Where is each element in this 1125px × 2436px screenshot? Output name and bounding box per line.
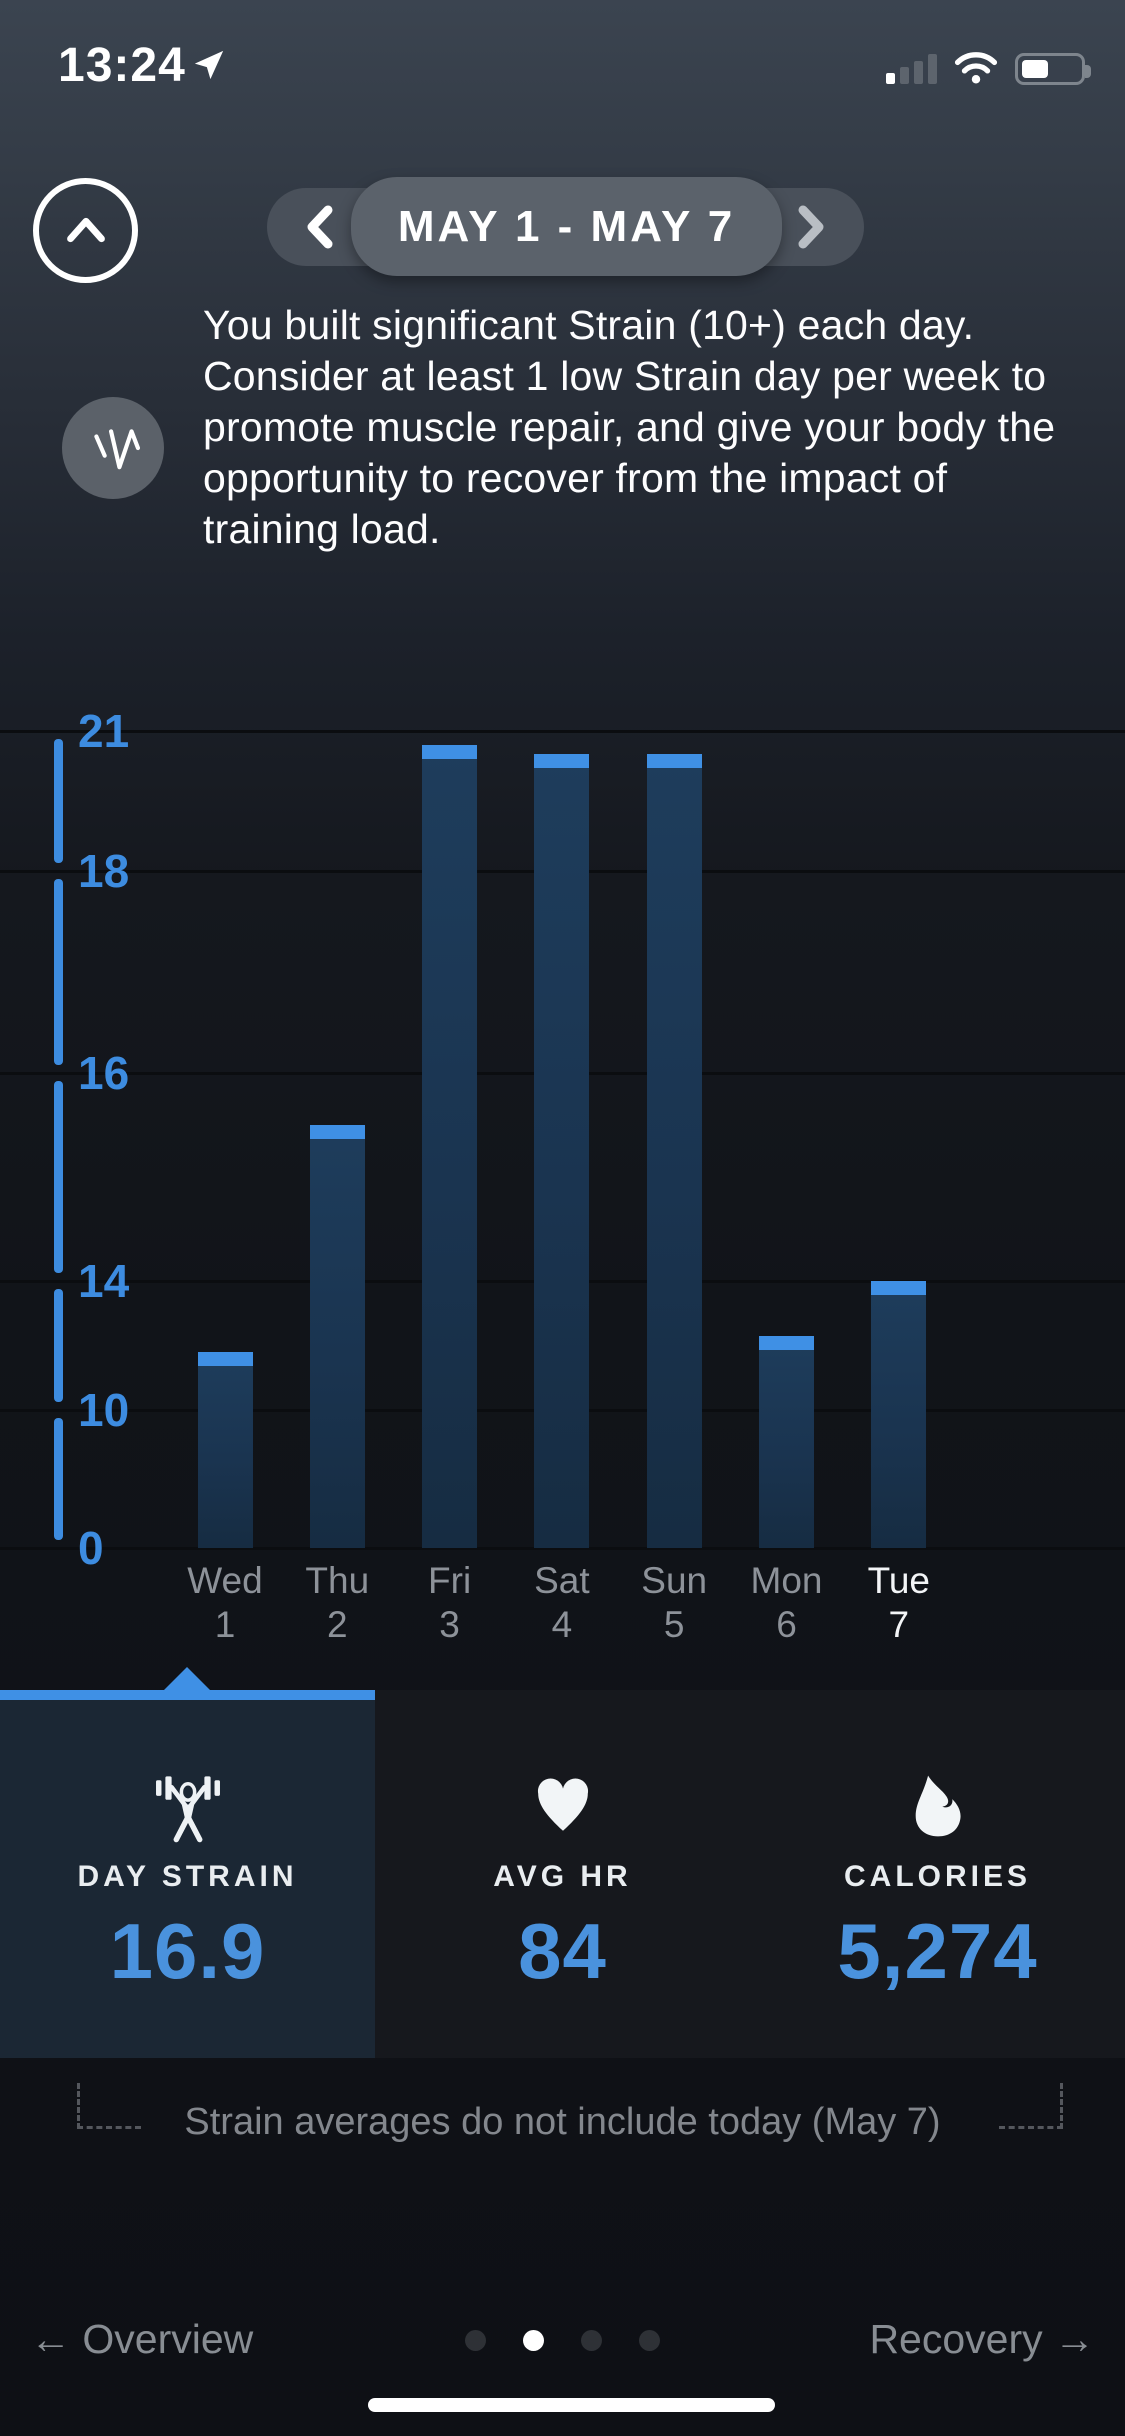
y-axis-segment [54,1288,63,1402]
insight-message: You built significant Strain (10+) each … [203,302,1056,552]
y-axis-tick-label: 10 [78,1383,130,1436]
x-label-date: 1 [214,1604,236,1645]
dashed-bracket-left [77,2083,141,2129]
x-label-date: 6 [776,1604,797,1645]
x-label-day: Sun [641,1560,708,1601]
page-dots [0,2330,1125,2351]
y-axis-tick-label: 16 [78,1047,130,1100]
overview-page-link[interactable]: ← Overview [30,2316,254,2362]
stats-tab-bar: DAY STRAIN 16.9 AVG HR 84 CALORIES 5,274 [0,1690,1125,2058]
y-axis-tick-label: 21 [78,705,130,757]
status-bar: 13:24 [0,0,1125,110]
y-axis-segment [54,739,63,863]
bar-cap [759,1335,814,1350]
y-axis-tick-label: 0 [78,1522,104,1574]
averages-note: Strain averages do not include today (Ma… [0,2083,1125,2163]
whoop-w-icon [94,429,141,470]
previous-week-button[interactable] [295,202,345,252]
chevron-right-icon [798,205,824,249]
pager-bar: ← Overview Recovery → [0,2310,1125,2380]
x-label-date: 2 [327,1604,348,1645]
bar-cap [534,754,590,769]
wifi-icon [954,52,998,84]
y-axis-segment [54,878,63,1066]
page-dot-1[interactable] [465,2330,486,2351]
clock: 13:24 [58,39,186,92]
date-range-label: MAY 1 - MAY 7 [397,201,736,251]
strain-bar-sun-5[interactable] [646,754,702,1548]
x-label-date: 4 [551,1604,573,1645]
date-range-navigator: MAY 1 - MAY 7 [267,177,864,276]
x-label-day: Sat [534,1560,590,1601]
y-axis-tick-label: 14 [78,1254,130,1307]
strain-bar-tue-7[interactable] [871,1280,927,1548]
stat-value: 16.9 [109,1907,266,1995]
tab-day-strain[interactable]: DAY STRAIN 16.9 [0,1690,375,2058]
x-label-day: Fri [428,1560,472,1601]
weightlifter-icon [149,1766,227,1846]
tab-avg-hr[interactable]: AVG HR 84 [375,1690,750,2058]
x-label-day: Thu [305,1560,370,1601]
stat-value: 5,274 [837,1907,1038,1995]
x-label-date: 7 [888,1604,910,1645]
chevron-up-icon [66,217,105,242]
whoop-logo-badge [62,397,164,499]
strain-bar-thu-2[interactable] [309,1125,365,1548]
tab-calories[interactable]: CALORIES 5,274 [750,1690,1125,2058]
bar-cap [646,754,702,769]
stat-value: 84 [518,1907,607,1995]
y-axis-tick-label: 18 [78,844,130,897]
strain-bar-sat-4[interactable] [534,754,590,1548]
selected-tab-notch [163,1667,211,1691]
bar-cap [871,1280,927,1295]
chevron-left-icon [307,205,333,249]
cellular-signal-icon [886,54,937,84]
location-arrow-icon [194,50,224,80]
battery-icon [1015,53,1091,85]
gridline-21 [0,730,1125,733]
dashed-bracket-right [999,2083,1063,2129]
x-label-day: Wed [187,1560,263,1601]
strain-bar-fri-3[interactable] [422,744,478,1548]
stat-label: CALORIES [843,1860,1031,1893]
status-icons [886,48,1091,85]
averages-note-text: Strain averages do not include today (Ma… [184,2101,941,2143]
strain-bar-wed-1[interactable] [197,1351,253,1548]
page-dot-3[interactable] [581,2330,602,2351]
x-label-date: 5 [663,1604,685,1645]
date-range-pill[interactable]: MAY 1 - MAY 7 [351,177,782,276]
bar-cap [197,1351,253,1366]
x-label-day: Tue [867,1560,930,1601]
collapse-chart-button[interactable] [33,178,138,283]
stat-label: DAY STRAIN [77,1860,298,1893]
y-axis-segment [54,1417,63,1540]
page-dot-2[interactable] [523,2330,544,2351]
y-axis-segment [54,1081,63,1273]
next-week-button[interactable] [786,202,836,252]
page-dot-4[interactable] [639,2330,660,2351]
stat-label: AVG HR [493,1860,632,1893]
home-indicator[interactable] [368,2398,775,2412]
bar-cap [422,744,478,759]
x-label-day: Mon [750,1560,823,1601]
recovery-page-link[interactable]: Recovery → [869,2316,1095,2362]
heart-icon [531,1766,595,1846]
strain-bar-mon-6[interactable] [759,1335,814,1548]
flame-icon [907,1766,969,1846]
x-label-date: 3 [439,1604,460,1645]
bar-cap [309,1125,365,1140]
